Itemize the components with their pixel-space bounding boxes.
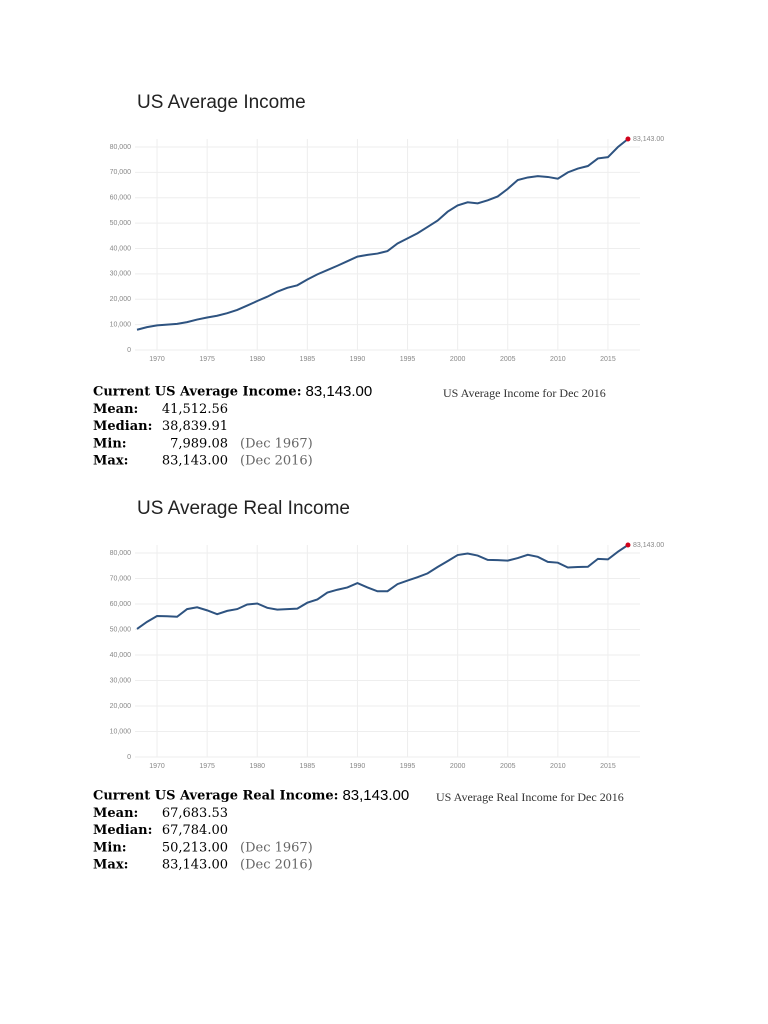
x-tick-label: 2005 <box>500 763 516 770</box>
current-value: 83,143.00 <box>306 383 373 400</box>
note: US Average Real Income for Dec 2016 <box>436 790 624 804</box>
y-tick-label: 50,000 <box>110 626 132 633</box>
x-tick-label: 1995 <box>400 763 416 770</box>
x-tick-label: 2010 <box>550 763 566 770</box>
stat-label: Max: <box>93 454 128 469</box>
chart-title: US Average Income <box>137 92 306 113</box>
current-value: 83,143.00 <box>342 787 409 804</box>
y-tick-label: 40,000 <box>110 652 132 659</box>
value-label: 83,143.00 <box>633 136 664 143</box>
x-tick-label: 2005 <box>500 356 516 363</box>
x-tick-label: 1985 <box>300 763 316 770</box>
x-tick-label: 2000 <box>450 763 466 770</box>
x-tick-label: 1990 <box>350 356 366 363</box>
end-marker <box>625 542 631 548</box>
x-tick-label: 1975 <box>199 356 215 363</box>
y-tick-label: 80,000 <box>110 550 132 557</box>
x-tick-label: 1990 <box>350 763 366 770</box>
stat-label: Median: <box>93 419 152 434</box>
x-tick-label: 1975 <box>199 763 215 770</box>
stat-value: 7,989.08 <box>170 436 228 451</box>
stat-value: 67,683.53 <box>162 806 228 821</box>
x-tick-label: 1995 <box>400 356 416 363</box>
x-tick-label: 2010 <box>550 356 566 363</box>
stat-value: 83,143.00 <box>162 858 228 873</box>
x-tick-label: 1970 <box>149 763 165 770</box>
y-tick-label: 20,000 <box>110 296 132 303</box>
x-tick-label: 2000 <box>450 356 466 363</box>
y-tick-label: 60,000 <box>110 601 132 608</box>
stat-date: (Dec 2016) <box>240 454 313 469</box>
y-tick-label: 70,000 <box>110 575 132 582</box>
y-tick-label: 10,000 <box>110 728 132 735</box>
y-tick-label: 50,000 <box>110 220 132 227</box>
value-label: 83,143.00 <box>633 542 664 549</box>
stat-value: 50,213.00 <box>162 840 228 855</box>
chart-title: US Average Real Income <box>137 498 350 519</box>
current-label: Current US Average Income: <box>93 385 302 400</box>
stat-label: Mean: <box>93 402 138 417</box>
y-tick-label: 60,000 <box>110 195 132 202</box>
stat-label: Min: <box>93 436 127 451</box>
stat-label: Max: <box>93 858 128 873</box>
current-label: Current US Average Real Income: <box>93 789 338 804</box>
y-tick-label: 10,000 <box>110 321 132 328</box>
x-tick-label: 1980 <box>249 763 265 770</box>
x-tick-label: 2015 <box>600 763 616 770</box>
stat-label: Min: <box>93 840 127 855</box>
y-tick-label: 0 <box>127 754 131 761</box>
x-tick-label: 1970 <box>149 356 165 363</box>
y-tick-label: 70,000 <box>110 169 132 176</box>
stat-label: Mean: <box>93 806 138 821</box>
x-tick-label: 2015 <box>600 356 616 363</box>
y-tick-label: 80,000 <box>110 144 132 151</box>
stat-value: 83,143.00 <box>162 454 228 469</box>
line <box>136 138 629 331</box>
note: US Average Income for Dec 2016 <box>443 386 606 400</box>
x-tick-label: 1985 <box>300 356 316 363</box>
y-tick-label: 20,000 <box>110 703 132 710</box>
y-tick-label: 0 <box>127 347 131 354</box>
stat-date: (Dec 2016) <box>240 858 313 873</box>
y-tick-label: 30,000 <box>110 677 132 684</box>
stat-value: 67,784.00 <box>162 823 228 838</box>
line <box>136 544 629 630</box>
x-tick-label: 1980 <box>249 356 265 363</box>
stat-value: 38,839.91 <box>162 419 228 434</box>
y-tick-label: 40,000 <box>110 245 132 252</box>
stat-value: 41,512.56 <box>162 402 228 417</box>
stat-date: (Dec 1967) <box>240 436 313 451</box>
stat-label: Median: <box>93 823 152 838</box>
stat-date: (Dec 1967) <box>240 840 313 855</box>
y-tick-label: 30,000 <box>110 271 132 278</box>
end-marker <box>625 136 631 142</box>
